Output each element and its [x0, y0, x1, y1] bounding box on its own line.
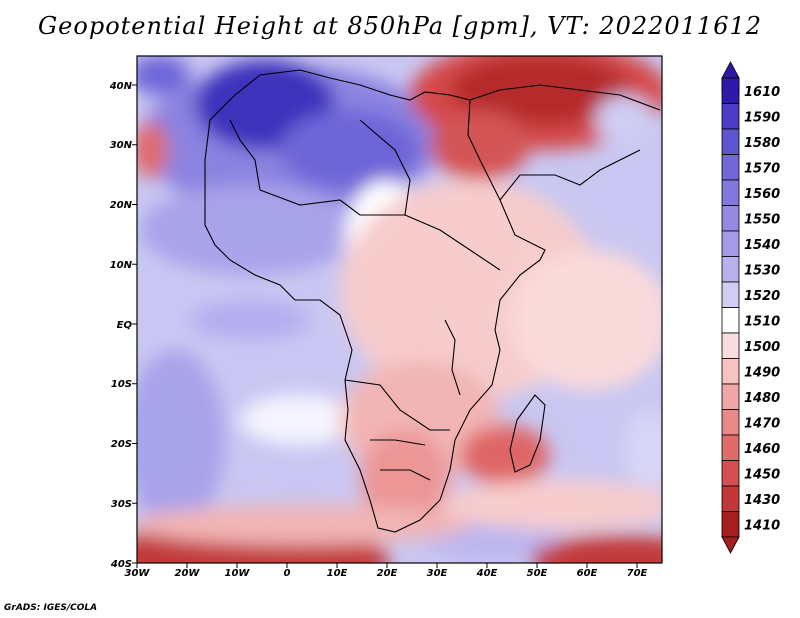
lon-label-40e: 40E: [476, 568, 498, 579]
colorbar-label: 1560: [744, 187, 780, 202]
lon-label-70e: 70E: [627, 568, 648, 579]
colorbar-swatch: [721, 460, 740, 487]
colorbar-label: 1490: [744, 365, 780, 380]
colorbar-label: 1570: [744, 161, 780, 176]
latitude-labels: 40N 30N 20N 10N EQ 10S 20S 30S 40S: [109, 81, 133, 570]
lat-label-30s: 30S: [111, 499, 132, 510]
colorbar-swatch: [721, 358, 740, 385]
longitude-labels: 30W 20W 10W 0 10E 20E 30E 40E 50E 60E 70…: [125, 568, 648, 579]
credit-label: GrADS: IGES/COLA: [4, 603, 98, 613]
lon-label-60e: 60E: [577, 568, 598, 579]
colorbar-swatch: [721, 103, 740, 130]
colorbar-label: 1500: [744, 340, 780, 355]
colorbar-label: 1580: [744, 136, 780, 151]
colorbar-swatch: [721, 511, 740, 538]
colorbar-label: 1550: [744, 212, 780, 227]
colorbar-swatch: [721, 383, 740, 410]
colorbar-label: 1610: [744, 85, 780, 100]
lon-label-20w: 20W: [175, 568, 201, 579]
colorbar-label: 1590: [744, 110, 780, 125]
colorbar-label: 1470: [744, 416, 780, 431]
colorbar-swatch: [721, 485, 740, 512]
lat-label-eq: EQ: [117, 320, 133, 331]
map-frame: [136, 55, 663, 564]
colorbar-swatch: [721, 434, 740, 461]
colorbar: 1610 1590 1580 1570 1560 1550 1540 1530 1520 1510…: [721, 61, 780, 554]
colorbar-swatch: [721, 230, 740, 257]
coastlines: [204, 69, 661, 533]
colorbar-label: 1480: [744, 391, 780, 406]
colorbar-top-arrow: [721, 61, 740, 79]
lon-label-30e: 30E: [427, 568, 448, 579]
map-title: Geopotential Height at 850hPa [gpm], VT:…: [38, 12, 762, 40]
lon-label-50e: 50E: [527, 568, 548, 579]
colorbar-label: 1410: [744, 518, 780, 533]
lat-label-20s: 20S: [111, 439, 132, 450]
colorbar-label: 1510: [744, 314, 780, 329]
colorbar-label: 1430: [744, 493, 780, 508]
lat-label-30n: 30N: [110, 140, 133, 151]
colorbar-label: 1450: [744, 467, 780, 482]
lat-label-20n: 20N: [110, 200, 133, 211]
lon-label-0: 0: [284, 568, 291, 579]
colorbar-swatch: [721, 281, 740, 308]
colorbar-label: 1460: [744, 442, 780, 457]
colorbar-swatch: [721, 409, 740, 436]
height-field: [137, 56, 662, 563]
colorbar-swatch: [721, 205, 740, 232]
colorbar-swatch: [721, 256, 740, 283]
lon-label-20e: 20E: [377, 568, 398, 579]
lat-label-10n: 10N: [110, 260, 133, 271]
lat-label-10s: 10S: [111, 379, 132, 390]
colorbar-swatch: [721, 307, 740, 334]
colorbar-bottom-arrow: [721, 536, 740, 554]
colorbar-swatch: [721, 154, 740, 181]
lat-label-40s: 40S: [110, 559, 132, 570]
colorbar-label: 1540: [744, 238, 780, 253]
lon-label-30w: 30W: [125, 568, 151, 579]
colorbar-swatch: [721, 77, 740, 104]
colorbar-label: 1520: [744, 289, 780, 304]
lon-label-10w: 10W: [225, 568, 251, 579]
colorbar-swatch: [721, 332, 740, 359]
colorbar-swatch: [721, 128, 740, 155]
colorbar-swatch: [721, 179, 740, 206]
lon-label-10e: 10E: [327, 568, 348, 579]
axis-ticks: [132, 84, 638, 568]
lat-label-40n: 40N: [109, 81, 133, 92]
colorbar-label: 1530: [744, 263, 780, 278]
